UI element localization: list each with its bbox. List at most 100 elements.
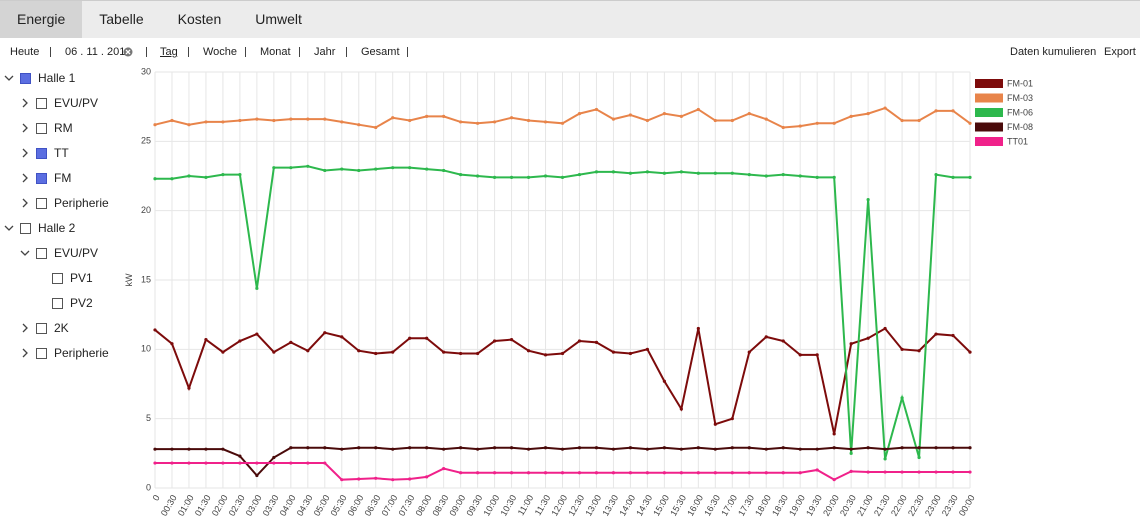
clear-date-icon[interactable] — [123, 47, 133, 57]
checkbox[interactable] — [36, 147, 47, 159]
data-point — [730, 446, 734, 450]
toggle-icon[interactable] — [20, 248, 30, 258]
data-point — [509, 116, 514, 120]
data-point — [255, 461, 259, 465]
data-point — [374, 476, 378, 480]
checkbox[interactable] — [36, 172, 47, 184]
data-point — [781, 471, 785, 475]
data-point — [866, 336, 870, 340]
data-point — [849, 451, 853, 455]
data-point — [204, 338, 208, 342]
tree-node[interactable]: Peripherie — [20, 343, 109, 363]
tree-node[interactable]: TT — [20, 143, 69, 163]
checkbox[interactable] — [20, 222, 31, 234]
period-button[interactable]: Jahr — [314, 46, 336, 58]
checkbox[interactable] — [36, 197, 47, 209]
tab[interactable]: Umwelt — [255, 11, 302, 27]
checkbox[interactable] — [36, 347, 47, 359]
checkbox[interactable] — [52, 272, 63, 284]
data-point — [934, 332, 938, 336]
tree-node[interactable]: Peripherie — [20, 193, 109, 213]
tab[interactable]: Tabelle — [99, 11, 144, 27]
data-point — [526, 175, 531, 179]
data-point — [730, 118, 734, 123]
data-point — [832, 446, 836, 450]
data-point — [543, 353, 548, 357]
tab[interactable]: Kosten — [177, 11, 222, 27]
tree-node[interactable]: EVU/PV — [20, 243, 98, 263]
cumulate-button[interactable]: Daten kumulieren — [1010, 46, 1097, 58]
tree-node[interactable]: EVU/PV — [20, 93, 98, 113]
data-point — [679, 407, 683, 411]
checkbox[interactable] — [20, 72, 31, 84]
tree-node[interactable]: RM — [20, 118, 73, 138]
data-point — [560, 121, 565, 125]
data-point — [509, 446, 514, 450]
tree-label: Peripherie — [54, 196, 109, 210]
tree-node[interactable]: PV2 — [36, 293, 93, 313]
data-point — [442, 168, 446, 173]
data-point — [696, 471, 700, 475]
tree-label: Halle 2 — [38, 221, 76, 235]
data-point — [577, 112, 582, 116]
period-button[interactable]: Tag — [160, 46, 178, 58]
checkbox[interactable] — [36, 247, 47, 259]
data-point — [696, 107, 700, 112]
tree-node[interactable]: Halle 1 — [4, 68, 75, 88]
data-point — [306, 164, 310, 168]
data-point — [170, 342, 174, 346]
period-button[interactable]: Woche — [203, 46, 238, 58]
tab[interactable]: Energie — [0, 1, 83, 38]
checkbox[interactable] — [36, 322, 47, 334]
data-point — [153, 461, 157, 465]
data-point — [391, 447, 395, 451]
data-point — [543, 446, 548, 450]
data-point — [374, 125, 378, 130]
data-point — [730, 471, 734, 475]
export-button[interactable]: Export — [1104, 46, 1136, 58]
toggle-icon[interactable] — [20, 148, 30, 158]
data-point — [408, 336, 412, 340]
data-point — [781, 446, 785, 450]
period-button[interactable]: Monat — [260, 46, 291, 58]
data-point — [289, 461, 293, 465]
date-field[interactable]: 06 . 11 . 2019 — [65, 46, 132, 58]
checkbox[interactable] — [52, 297, 63, 309]
data-point — [204, 461, 208, 465]
data-point — [951, 470, 955, 474]
data-point — [238, 339, 242, 343]
toggle-icon[interactable] — [20, 198, 30, 208]
toggle-icon[interactable] — [4, 223, 14, 233]
period-button[interactable]: Gesamt — [361, 46, 400, 58]
data-point — [628, 471, 633, 475]
data-point — [408, 118, 412, 123]
data-point — [577, 339, 582, 343]
toggle-icon[interactable] — [20, 123, 30, 133]
checkbox[interactable] — [36, 122, 47, 134]
toggle-icon[interactable] — [4, 73, 14, 83]
tree-node[interactable]: PV1 — [36, 268, 93, 288]
data-point — [934, 470, 938, 474]
data-point — [476, 447, 480, 451]
data-point — [781, 125, 785, 130]
data-point — [289, 446, 293, 450]
today-button[interactable]: Heute — [10, 46, 40, 58]
tree-label: PV1 — [70, 271, 93, 285]
tree-node[interactable]: 2K — [20, 318, 69, 338]
data-point — [747, 471, 751, 475]
data-point — [340, 447, 344, 451]
data-point — [866, 112, 870, 116]
data-point — [900, 347, 904, 351]
data-point — [713, 422, 717, 426]
checkbox[interactable] — [36, 97, 47, 109]
toggle-icon[interactable] — [20, 323, 30, 333]
toggle-icon[interactable] — [20, 98, 30, 108]
toggle-icon[interactable] — [20, 348, 30, 358]
data-point — [560, 351, 565, 356]
tree-node[interactable]: FM — [20, 168, 71, 188]
data-point — [968, 121, 972, 125]
tree-node[interactable]: Halle 2 — [4, 218, 75, 238]
toggle-icon[interactable] — [20, 173, 30, 183]
data-point — [357, 349, 361, 353]
data-point — [968, 446, 972, 450]
